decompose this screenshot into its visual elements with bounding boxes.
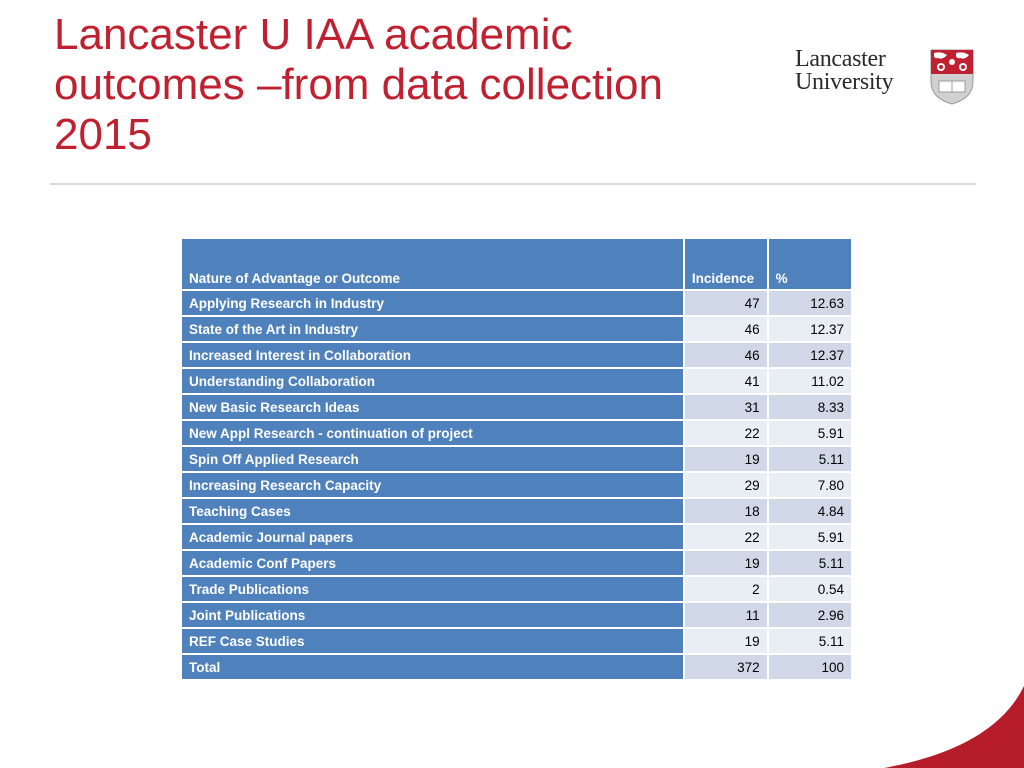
- row-label: State of the Art in Industry: [182, 317, 685, 343]
- row-percent: 2.96: [768, 603, 851, 629]
- row-label: New Appl Research - continuation of proj…: [182, 421, 685, 447]
- table-row: Applying Research in Industry 47 12.63: [182, 291, 851, 317]
- row-percent: 4.84: [768, 499, 851, 525]
- table-row: Increasing Research Capacity 29 7.80: [182, 473, 851, 499]
- table-header-row: Nature of Advantage or Outcome Incidence…: [182, 239, 851, 291]
- table-row-total: Total 372 100: [182, 655, 851, 681]
- row-label: Academic Journal papers: [182, 525, 685, 551]
- row-percent: 5.91: [768, 421, 851, 447]
- row-incidence: 47: [684, 291, 769, 317]
- slide-title-line-2: outcomes –from data collection: [54, 60, 663, 109]
- row-incidence: 11: [684, 603, 769, 629]
- row-incidence: 46: [684, 343, 769, 369]
- row-percent: 5.11: [768, 447, 851, 473]
- table-row: New Basic Research Ideas 31 8.33: [182, 395, 851, 421]
- row-percent: 5.11: [768, 551, 851, 577]
- table-row: Understanding Collaboration 41 11.02: [182, 369, 851, 395]
- slide-title-line-3: 2015: [54, 110, 152, 159]
- row-label: Spin Off Applied Research: [182, 447, 685, 473]
- title-divider: [50, 183, 976, 185]
- row-incidence: 19: [684, 629, 769, 655]
- row-label: Trade Publications: [182, 577, 685, 603]
- row-label: Increased Interest in Collaboration: [182, 343, 685, 369]
- lancaster-university-logo: Lancaster University: [795, 46, 977, 108]
- table-row: Teaching Cases 18 4.84: [182, 499, 851, 525]
- row-percent: 12.37: [768, 317, 851, 343]
- row-incidence: 18: [684, 499, 769, 525]
- table-row: Increased Interest in Collaboration 46 1…: [182, 343, 851, 369]
- table-row: Joint Publications 11 2.96: [182, 603, 851, 629]
- row-incidence: 29: [684, 473, 769, 499]
- row-percent: 7.80: [768, 473, 851, 499]
- row-label: Increasing Research Capacity: [182, 473, 685, 499]
- logo-wordmark-line-2: University: [795, 69, 894, 95]
- row-incidence: 31: [684, 395, 769, 421]
- university-crest-icon: [930, 49, 974, 105]
- row-percent: 0.54: [768, 577, 851, 603]
- outcomes-table: Nature of Advantage or Outcome Incidence…: [182, 239, 851, 681]
- table-row: REF Case Studies 19 5.11: [182, 629, 851, 655]
- row-percent: 12.63: [768, 291, 851, 317]
- logo-wordmark: Lancaster University: [795, 46, 894, 95]
- row-percent: 12.37: [768, 343, 851, 369]
- row-incidence: 41: [684, 369, 769, 395]
- row-label: Joint Publications: [182, 603, 685, 629]
- row-label: New Basic Research Ideas: [182, 395, 685, 421]
- slide-title-line-1: Lancaster U IAA academic: [54, 10, 573, 59]
- header-nature: Nature of Advantage or Outcome: [182, 239, 685, 291]
- logo-wordmark-line-1: Lancaster: [795, 46, 886, 72]
- row-percent: 5.11: [768, 629, 851, 655]
- row-label: REF Case Studies: [182, 629, 685, 655]
- header-incidence: Incidence: [684, 239, 769, 291]
- row-incidence: 19: [684, 447, 769, 473]
- total-incidence: 372: [684, 655, 769, 681]
- row-label: Understanding Collaboration: [182, 369, 685, 395]
- row-percent: 11.02: [768, 369, 851, 395]
- row-incidence: 22: [684, 525, 769, 551]
- slide-title: Lancaster U IAA academic outcomes –from …: [54, 10, 754, 160]
- row-percent: 8.33: [768, 395, 851, 421]
- table-row: State of the Art in Industry 46 12.37: [182, 317, 851, 343]
- row-incidence: 2: [684, 577, 769, 603]
- total-percent: 100: [768, 655, 851, 681]
- row-label: Applying Research in Industry: [182, 291, 685, 317]
- table-row: Academic Conf Papers 19 5.11: [182, 551, 851, 577]
- header-percent: %: [768, 239, 851, 291]
- row-label: Academic Conf Papers: [182, 551, 685, 577]
- row-incidence: 46: [684, 317, 769, 343]
- row-percent: 5.91: [768, 525, 851, 551]
- row-incidence: 22: [684, 421, 769, 447]
- table-row: Academic Journal papers 22 5.91: [182, 525, 851, 551]
- total-label: Total: [182, 655, 685, 681]
- table-row: Trade Publications 2 0.54: [182, 577, 851, 603]
- table-row: Spin Off Applied Research 19 5.11: [182, 447, 851, 473]
- row-label: Teaching Cases: [182, 499, 685, 525]
- table-row: New Appl Research - continuation of proj…: [182, 421, 851, 447]
- corner-decoration: [884, 686, 1024, 768]
- row-incidence: 19: [684, 551, 769, 577]
